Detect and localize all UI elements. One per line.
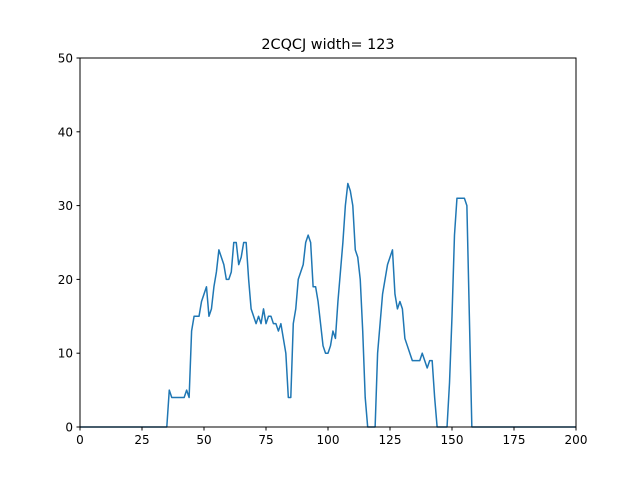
x-tick-label: 175: [503, 433, 526, 447]
y-tick-label: 50: [58, 52, 73, 66]
y-tick-label: 20: [58, 273, 73, 287]
x-tick-label: 125: [379, 433, 402, 447]
x-tick-label: 0: [76, 433, 84, 447]
y-tick-label: 0: [65, 421, 73, 435]
y-tick-label: 10: [58, 347, 73, 361]
plot-area: [80, 182, 576, 428]
y-axis: 0 10 20 30 40 50: [58, 52, 80, 435]
x-axis: 0 25 50 75 100 125 150 175 200: [76, 427, 587, 447]
x-tick-label: 150: [441, 433, 464, 447]
y-tick-label: 30: [58, 199, 73, 213]
x-tick-label: 75: [258, 433, 273, 447]
x-tick-label: 200: [565, 433, 588, 447]
series-line-0: [80, 182, 576, 428]
x-tick-label: 25: [134, 433, 149, 447]
x-tick-label: 100: [317, 433, 340, 447]
x-tick-label: 50: [196, 433, 211, 447]
y-tick-label: 40: [58, 125, 73, 139]
chart-title: 2CQCJ width= 123: [261, 37, 394, 53]
